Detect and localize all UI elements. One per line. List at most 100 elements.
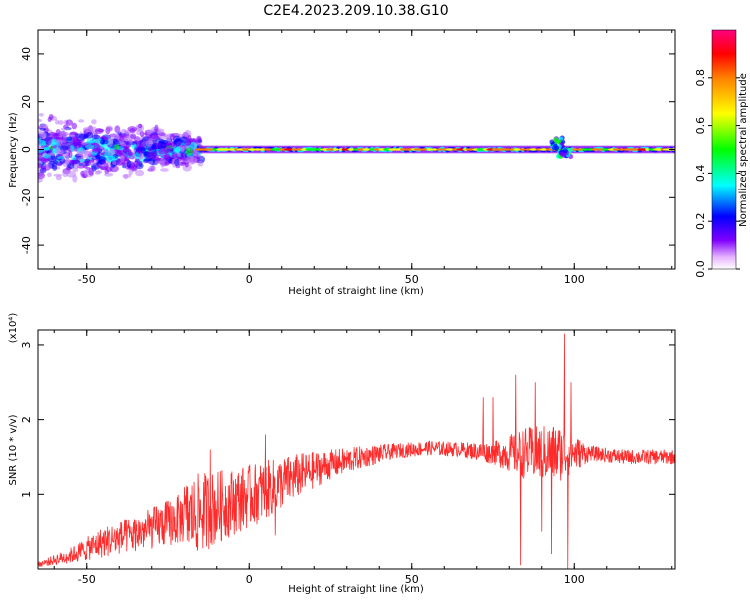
spectrogram-cell bbox=[146, 129, 155, 134]
spectrogram-cell bbox=[545, 148, 552, 151]
spectrogram-cell bbox=[42, 147, 50, 151]
spectrogram-cell bbox=[60, 127, 69, 131]
spectrogram-cell bbox=[59, 131, 69, 137]
spectrogram-cell bbox=[602, 148, 611, 151]
spectrogram-cell bbox=[55, 175, 62, 181]
spectrogram-cell bbox=[38, 172, 45, 180]
spectrogram-cell bbox=[369, 148, 375, 151]
spectrogram-cell bbox=[65, 119, 73, 126]
spectrogram-cell bbox=[549, 139, 555, 145]
spectrogram-cell bbox=[85, 161, 90, 166]
spectrogram-cell bbox=[176, 152, 181, 157]
spectrogram-cell bbox=[113, 140, 120, 145]
spectrogram-cell bbox=[420, 148, 428, 151]
spectrogram-cell bbox=[173, 139, 182, 147]
spectrogram-cell bbox=[83, 150, 92, 156]
spectrogram-cell bbox=[637, 148, 648, 151]
spectrogram-cell bbox=[133, 160, 140, 167]
spectrogram-cell bbox=[114, 144, 120, 150]
spectrogram-cell bbox=[72, 136, 79, 143]
spectrogram-cell bbox=[78, 133, 87, 140]
spectrogram-cell bbox=[227, 148, 236, 151]
spectrogram-cell bbox=[121, 128, 127, 133]
spectrogram-cell bbox=[70, 144, 75, 152]
y-tick-label: -40 bbox=[20, 236, 33, 254]
spectrogram-cell bbox=[38, 149, 44, 153]
spectrogram-cell bbox=[431, 148, 438, 151]
spectrogram-cell bbox=[38, 178, 43, 183]
spectrogram-cell bbox=[100, 139, 105, 145]
x-tick-label: 100 bbox=[564, 273, 585, 286]
spectrogram-cell bbox=[99, 166, 107, 170]
spectrogram-cell bbox=[41, 140, 47, 147]
spectrogram-cell bbox=[160, 142, 167, 149]
spectrogram-cell bbox=[207, 148, 215, 151]
spectrogram-cell bbox=[135, 124, 141, 128]
y-tick-label: 20 bbox=[20, 95, 33, 109]
spectrogram-cell bbox=[149, 132, 158, 140]
spectrogram-cell bbox=[645, 148, 651, 151]
spectrogram-cell bbox=[502, 148, 512, 151]
spectrogram-y-axis-label: Frequency (Hz) bbox=[8, 112, 19, 188]
spectrogram-cell bbox=[171, 152, 178, 158]
spectrogram-cell bbox=[38, 118, 43, 123]
colorbar-tick-label: 0.2 bbox=[694, 212, 707, 230]
x-tick-label: -50 bbox=[78, 273, 96, 286]
spectrogram-cell bbox=[105, 125, 113, 132]
spectrogram-cell bbox=[554, 145, 560, 151]
spectrogram-cell bbox=[116, 128, 121, 134]
spectrogram-cell bbox=[160, 168, 169, 172]
spectrogram-cell bbox=[513, 148, 522, 151]
spectrogram-cell bbox=[347, 148, 356, 151]
spectrogram-cell bbox=[91, 119, 97, 125]
spectrogram-cell bbox=[92, 148, 101, 153]
spectrogram-cell bbox=[40, 165, 47, 170]
spectrogram-cell bbox=[154, 124, 159, 133]
spectrogram-cell bbox=[519, 148, 526, 151]
spectrogram-cell bbox=[54, 147, 61, 155]
x-tick-label: -50 bbox=[78, 573, 96, 586]
spectrogram-cell bbox=[445, 148, 455, 151]
colorbar-tick-label: 0.4 bbox=[694, 165, 707, 183]
spectrogram-cell bbox=[160, 160, 166, 168]
spectrogram-cell bbox=[71, 122, 78, 130]
spectrogram-cell bbox=[84, 144, 94, 150]
spectrogram-cell bbox=[291, 148, 297, 151]
spectrogram-cell bbox=[47, 172, 52, 178]
spectrogram-cell bbox=[96, 156, 107, 162]
spectrogram-cell bbox=[159, 139, 169, 144]
spectrogram-cell bbox=[554, 139, 560, 145]
spectrogram-cell bbox=[197, 160, 204, 167]
spectrogram-cell bbox=[94, 170, 101, 175]
spectrogram-cell bbox=[561, 152, 567, 158]
y-tick-label: 40 bbox=[20, 47, 33, 61]
spectrogram-cell bbox=[147, 151, 157, 159]
spectrogram-cell bbox=[158, 148, 169, 155]
spectrogram-cell bbox=[38, 112, 44, 117]
spectrogram-cell bbox=[68, 150, 73, 159]
snr-panel: -50 0 50 100 1 2 3 Height of straight line (km… bbox=[8, 313, 676, 595]
spectrogram-cell bbox=[529, 148, 538, 151]
y-tick-label: 0 bbox=[20, 146, 33, 153]
snr-series-line bbox=[38, 333, 675, 569]
spectrogram-cell bbox=[94, 127, 104, 134]
spectrogram-cell bbox=[189, 156, 198, 164]
spectrogram-cell bbox=[57, 120, 64, 125]
spectrogram-cell bbox=[619, 148, 625, 151]
x-tick-label: 0 bbox=[246, 273, 253, 286]
colorbar-tick-label: 0.0 bbox=[694, 260, 707, 278]
spectrogram-cell bbox=[403, 148, 414, 151]
spectrogram-cell bbox=[148, 137, 153, 145]
spectrogram-cell bbox=[69, 141, 79, 146]
spectrogram-cell bbox=[591, 148, 601, 151]
spectrogram-cell bbox=[85, 131, 94, 139]
chart-title: C2E4.2023.209.10.38.G10 bbox=[263, 3, 448, 19]
spectrogram-cell bbox=[187, 134, 192, 143]
colorbar: 0.0 0.2 0.4 0.6 0.8 Normalized spectral ampl… bbox=[694, 29, 749, 278]
spectrogram-cell bbox=[130, 133, 137, 139]
spectrogram-cell bbox=[125, 131, 132, 137]
spectrogram-cell bbox=[45, 137, 52, 146]
spectrogram-cell bbox=[79, 158, 86, 163]
spectrogram-cell bbox=[84, 126, 94, 133]
